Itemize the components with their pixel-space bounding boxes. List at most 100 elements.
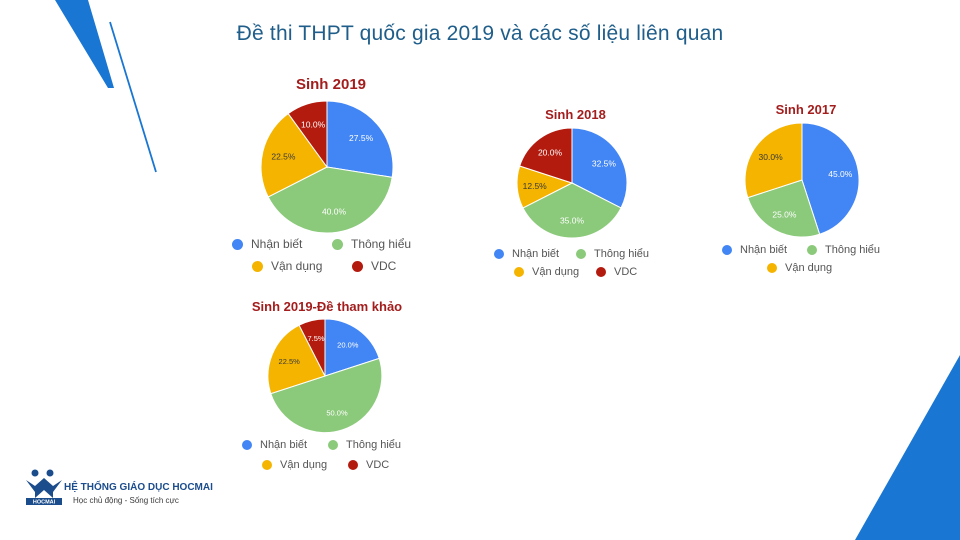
slice-value-label: 50.0% — [326, 409, 348, 418]
legend-label: Vận dụng — [271, 259, 323, 273]
legend-marker — [242, 440, 252, 450]
legend-marker — [262, 460, 272, 470]
legend-item-thong-hieu: Thông hiểu — [328, 439, 414, 451]
pie-chart-sinh-2017: Sinh 2017 45.0% 25.0% 30.0% Nhận biết Thông h… — [716, 98, 896, 283]
slice-value-label: 25.0% — [772, 210, 797, 220]
slice-value-label: 45.0% — [828, 169, 853, 179]
legend-label: Vận dụng — [785, 262, 833, 274]
top-left-blue-stripe — [55, 0, 114, 88]
legend-marker — [596, 267, 606, 277]
legend-item-nhan-biet: Nhận biết — [242, 439, 328, 451]
top-left-thin-line — [109, 21, 157, 173]
legend-label: Vận dụng — [532, 266, 580, 278]
logo-name: HỆ THỐNG GIÁO DỤC HOCMAI — [64, 482, 213, 493]
legend-row: Vận dụng — [767, 262, 852, 274]
logo-badge-text: HOCMAI — [33, 500, 56, 506]
legend-label: Thông hiểu — [594, 248, 650, 260]
pie-slice-thong-hieu — [747, 179, 821, 238]
legend-marker — [722, 245, 732, 255]
legend-item-van-dung: Vận dụng — [262, 459, 348, 471]
legend-row: Vận dụng VDC — [252, 259, 452, 273]
legend-item-thong-hieu: Thông hiểu — [576, 248, 658, 260]
pie-chart-sinh-2019-de-tham-khao: Sinh 2019-Đề tham khảo 20.0% 50.0% 22.5% 7.5… — [232, 296, 422, 481]
pie-slice-nhan-biet — [324, 318, 380, 377]
pie-slice-van-dung — [260, 112, 328, 198]
chart-title: Sinh 2017 — [775, 102, 837, 117]
pie-slice-van-dung — [744, 122, 803, 199]
legend-marker — [767, 263, 777, 273]
legend-row: Vận dụng VDC — [262, 459, 434, 471]
legend-item-vdc: VDC — [352, 259, 452, 273]
slice-value-label: 10.0% — [301, 119, 326, 129]
legend-label: Thông hiểu — [346, 439, 402, 451]
pie-slice-thong-hieu — [267, 166, 393, 234]
legend-item-van-dung: Vận dụng — [252, 259, 352, 273]
legend-marker — [328, 440, 338, 450]
slice-value-label: 22.5% — [279, 357, 301, 366]
legend-item-van-dung: Vận dụng — [514, 266, 596, 278]
pie-plot: 32.5% 35.0% 12.5% 20.0% — [516, 127, 628, 239]
pie-slice-van-dung — [267, 324, 326, 395]
legend-marker — [576, 249, 586, 259]
legend-item-vdc: VDC — [596, 266, 678, 278]
legend-label: VDC — [366, 459, 390, 471]
legend-marker — [494, 249, 504, 259]
pie-slice-nhan-biet — [571, 127, 628, 209]
legend-item-thong-hieu: Thông hiểu — [332, 237, 432, 251]
legend-item-thong-hieu: Thông hiểu — [807, 244, 892, 256]
pie-slice-thong-hieu — [270, 357, 383, 434]
legend-row: Nhận biết Thông hiểu — [232, 237, 432, 251]
legend-marker — [252, 260, 263, 272]
pie-plot: 27.5% 40.0% 22.5% 10.0% — [260, 100, 394, 234]
logo-slogan: Học chủ động - Sống tích cực — [73, 496, 179, 505]
legend-label: Nhận biết — [512, 248, 560, 260]
legend-marker — [352, 260, 363, 272]
legend-label: Nhận biết — [260, 439, 308, 451]
slice-value-label: 20.0% — [337, 340, 359, 349]
legend-item-nhan-biet: Nhận biết — [722, 244, 807, 256]
hocmai-logo-mark: HOCMAI — [26, 469, 62, 506]
hocmai-logo: HOCMAI HỆ THỐNG GIÁO DỤC HOCMAI Học chủ … — [24, 468, 244, 512]
pie-slice-nhan-biet — [326, 100, 394, 178]
legend-marker — [514, 267, 524, 277]
slice-value-label: 12.5% — [523, 181, 548, 191]
pie-slice-nhan-biet — [801, 122, 860, 235]
legend-marker — [332, 238, 343, 250]
legend-item-van-dung: Vận dụng — [767, 262, 852, 274]
slice-value-label: 35.0% — [560, 215, 585, 225]
legend-row: Vận dụng VDC — [514, 266, 678, 278]
slice-value-label: 20.0% — [538, 148, 563, 158]
page-title: Đề thi THPT quốc gia 2019 và các số liệu… — [236, 22, 724, 45]
chart-title: Sinh 2019 — [295, 76, 367, 93]
legend-label: Nhận biết — [740, 244, 788, 256]
legend-label: Nhận biết — [251, 237, 303, 251]
chart-title: Sinh 2018 — [545, 107, 606, 122]
legend-label: VDC — [614, 266, 638, 278]
pie-slice-vdc — [287, 100, 328, 169]
pie-slice-vdc — [519, 127, 573, 184]
pie-chart-sinh-2018: Sinh 2018 32.5% 35.0% 12.5% 20.0% Nhận biết Th… — [488, 102, 663, 287]
slice-value-label: 40.0% — [322, 206, 347, 216]
legend-marker — [807, 245, 817, 255]
legend-label: Thông hiểu — [825, 244, 881, 256]
legend-row: Nhận biết Thông hiểu — [242, 439, 414, 451]
legend-item-vdc: VDC — [348, 459, 434, 471]
pie-slice-thong-hieu — [522, 182, 622, 239]
pie-chart-sinh-2019: Sinh 2019 27.5% 40.0% 22.5% 10.0% Nhận biết Th… — [226, 70, 436, 285]
bottom-right-blue-triangle — [855, 355, 960, 540]
slice-value-label: 22.5% — [271, 152, 296, 162]
slice-value-label: 27.5% — [349, 133, 374, 143]
legend-item-nhan-biet: Nhận biết — [232, 237, 332, 251]
slice-value-label: 30.0% — [759, 152, 784, 162]
legend-label: Thông hiểu — [351, 237, 412, 251]
slice-value-label: 7.5% — [307, 334, 324, 343]
legend-marker — [232, 238, 243, 250]
legend-label: Vận dụng — [280, 459, 328, 471]
legend-row: Nhận biết Thông hiểu — [494, 248, 658, 260]
slice-value-label: 32.5% — [592, 158, 617, 168]
pie-plot: 45.0% 25.0% 30.0% — [744, 122, 860, 238]
chart-title: Sinh 2019-Đề tham khảo — [251, 299, 403, 314]
legend-marker — [348, 460, 358, 470]
pie-slice-vdc — [298, 318, 326, 377]
